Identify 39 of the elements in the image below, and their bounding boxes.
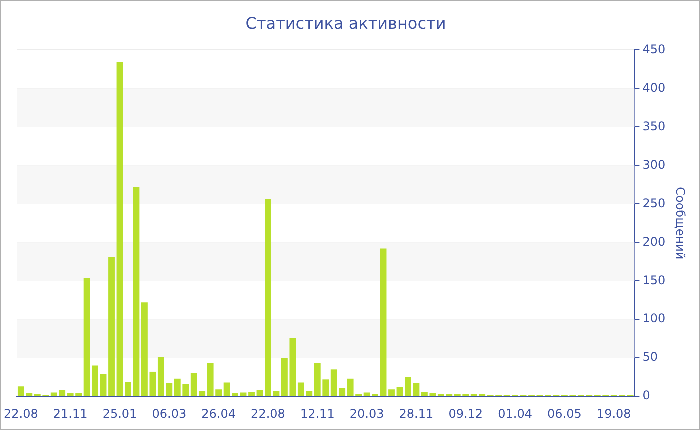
x-tick-label: 22.08 — [4, 406, 38, 421]
y-tick-label: 150 — [642, 273, 666, 288]
x-tick-label: 25.01 — [102, 406, 138, 421]
chart-title: Статистика активности — [246, 14, 446, 33]
y-tick-label: 200 — [642, 234, 666, 249]
x-tick-label: 06.03 — [152, 406, 187, 421]
bar — [380, 248, 387, 396]
bar — [273, 391, 280, 396]
y-tick-label: 50 — [642, 350, 658, 364]
y-tick-label: 350 — [642, 119, 666, 134]
bar — [248, 392, 255, 396]
x-tick-label: 28.11 — [399, 406, 434, 421]
bar — [116, 62, 124, 396]
x-tick-label: 01.04 — [498, 406, 532, 421]
bar — [265, 200, 272, 396]
y-tick-label: 300 — [642, 158, 666, 172]
bar — [108, 257, 115, 396]
bar — [413, 384, 420, 396]
y-tick-label: 400 — [642, 80, 666, 95]
bar — [396, 387, 404, 396]
bar — [405, 377, 412, 396]
x-tick-label: 09.12 — [448, 406, 484, 421]
bar — [125, 382, 132, 396]
bar — [256, 390, 264, 396]
bar — [133, 187, 140, 396]
x-tick-label: 26.04 — [202, 406, 236, 421]
bar — [388, 390, 395, 396]
y-tick-label: 0 — [642, 388, 650, 403]
x-tick-label: 20.03 — [350, 406, 384, 421]
bar — [100, 374, 107, 396]
y-tick-label: 100 — [642, 312, 666, 326]
y-axis-title: Сообщений — [674, 187, 688, 260]
x-tick-label: 06.05 — [548, 406, 582, 421]
x-tick-label: 12.11 — [300, 406, 335, 421]
y-tick-label: 250 — [642, 196, 666, 210]
x-tick-label: 21.11 — [53, 406, 88, 421]
x-tick-label: 22.08 — [251, 406, 286, 421]
y-tick-label: 450 — [642, 42, 666, 56]
x-tick-label: 19.08 — [596, 406, 632, 421]
